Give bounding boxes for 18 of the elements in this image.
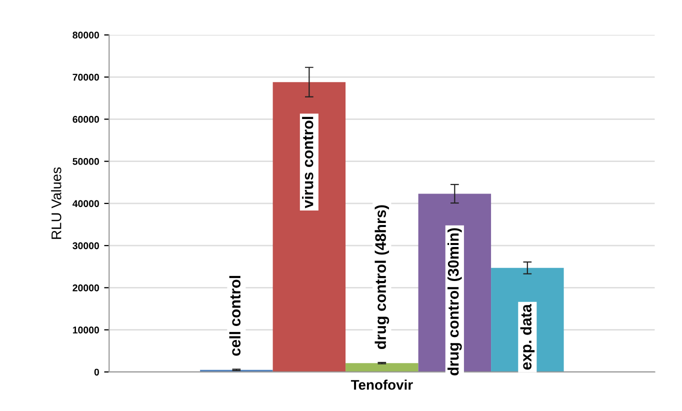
series-label: drug control (30min) [448,228,462,376]
y-tick-label: 80000 [72,32,99,39]
y-tick-label: 30000 [72,242,99,250]
y-tick-label: 70000 [72,74,99,81]
x-axis-title: Tenofovir [350,380,413,390]
y-tick-label: 10000 [72,326,99,334]
y-tick-label: 50000 [72,158,99,165]
series-label: exp. data [520,304,535,370]
text: drug control (48hrs) [374,205,390,349]
y-axis-title: RLU Values [51,167,62,239]
y-tick-label: 60000 [72,116,99,123]
y-tick-label: 20000 [72,284,99,292]
text: cell control [229,276,241,356]
y-tick-label: 0 [94,368,99,376]
bar [272,82,346,372]
y-tick-label: 40000 [72,200,99,208]
series-label: virus control [302,116,314,208]
bar [346,363,418,372]
